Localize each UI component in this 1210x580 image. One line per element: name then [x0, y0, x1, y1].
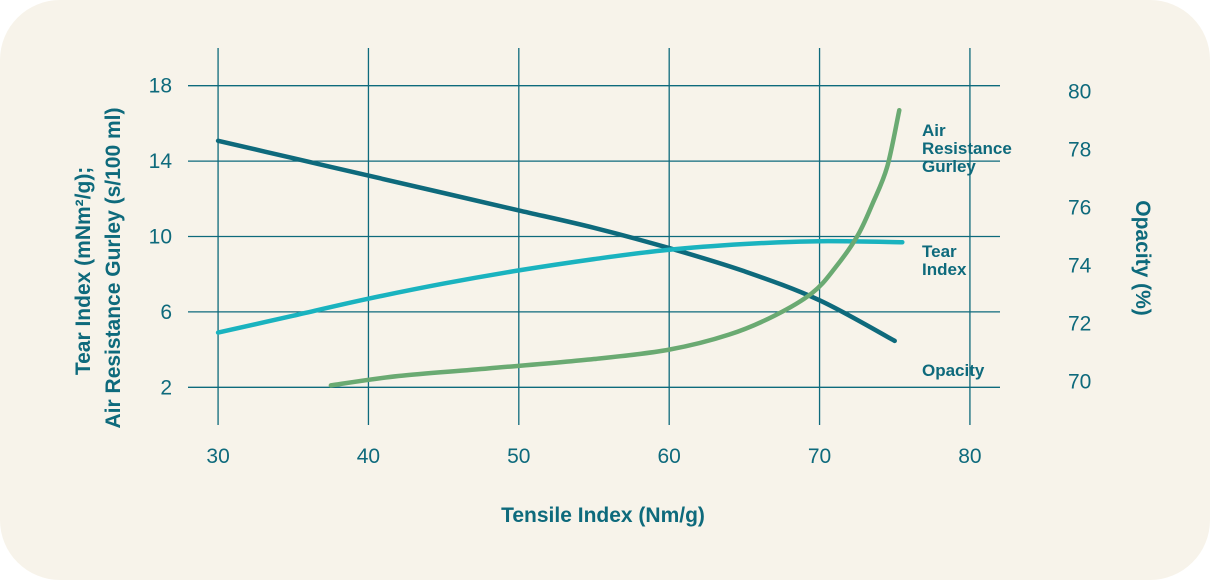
series-label-line: Resistance — [922, 139, 1012, 158]
series-line-opacity — [215, 138, 897, 344]
series-lines — [215, 107, 905, 388]
y-left-tick-label: 18 — [149, 75, 172, 98]
y-right-tick-label: 80 — [1068, 81, 1091, 104]
y-axis-title-left-line-1: Tear Index (mNm²/g); — [72, 167, 95, 375]
series-label-air-resistance-gurley: Air Resistance Gurley — [922, 121, 1012, 176]
x-tick-label: 70 — [808, 445, 831, 468]
x-tick-label: 40 — [357, 445, 380, 468]
y-right-tick-label: 74 — [1068, 255, 1092, 278]
series-label-opacity: Opacity — [922, 361, 985, 380]
y-left-tick-label: 2 — [160, 376, 172, 399]
x-tick-label: 60 — [658, 445, 681, 468]
series-labels: Opacity Tear Index Air Resistance Gurley — [922, 121, 1012, 380]
series-label-line: Opacity — [922, 361, 985, 380]
y-axis-title-left-line-2: Air Resistance Gurley (s/100 ml) — [102, 108, 125, 429]
y-right-tick-label: 72 — [1068, 313, 1091, 336]
series-label-line: Air — [922, 121, 946, 140]
series-line-tear-index — [215, 238, 905, 335]
x-tick-label: 30 — [206, 445, 229, 468]
series-label-tear-index: Tear Index — [922, 242, 967, 279]
y-left-tick-label: 10 — [149, 226, 172, 249]
y-right-tick-label: 76 — [1068, 197, 1091, 220]
y-left-tick-label: 14 — [149, 150, 173, 173]
tick-labels: 30 40 50 60 70 80 2 6 10 14 18 70 72 74 76 78 80 — [149, 75, 1092, 468]
series-label-line: Tear — [922, 242, 957, 261]
series-line-air-resistance-gurley — [328, 107, 902, 388]
y-left-tick-label: 6 — [160, 301, 172, 324]
y-right-tick-label: 70 — [1068, 371, 1091, 394]
x-tick-label: 50 — [507, 445, 530, 468]
x-axis-title: Tensile Index (Nm/g) — [501, 504, 705, 527]
series-label-line: Index — [922, 260, 967, 279]
grid-lines — [188, 48, 1000, 425]
y-axis-title-left: Tear Index (mNm²/g); Air Resistance Gurl… — [72, 108, 125, 429]
y-axis-title-right: Opacity (%) — [1131, 200, 1154, 316]
series-label-line: Gurley — [922, 157, 976, 176]
y-right-tick-label: 78 — [1068, 139, 1091, 162]
x-tick-label: 80 — [958, 445, 981, 468]
